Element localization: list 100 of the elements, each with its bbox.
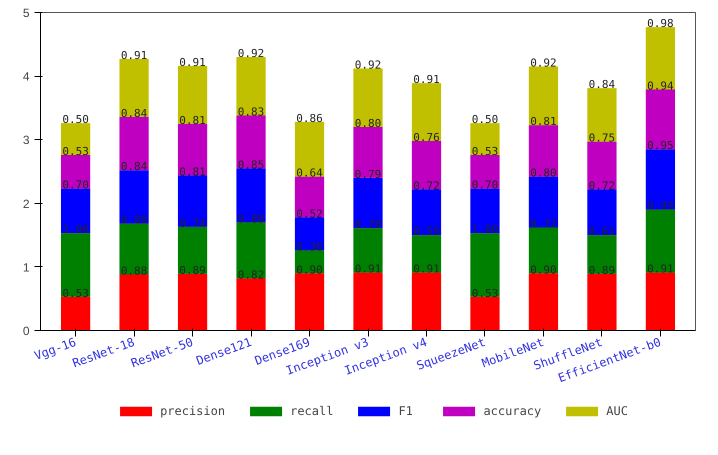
data-label: 0.53 xyxy=(62,144,89,158)
legend-label: AUC xyxy=(606,404,628,418)
data-label: 0.91 xyxy=(354,262,382,276)
data-label: 0.64 xyxy=(296,166,324,180)
bar xyxy=(412,140,442,190)
bar xyxy=(178,226,208,274)
data-label: 0.91 xyxy=(413,262,440,276)
data-label: 0.80 xyxy=(120,214,148,227)
legend-label: accuracy xyxy=(483,404,542,418)
data-label: 0.84 xyxy=(120,160,148,174)
data-label: 0.76 xyxy=(413,130,440,144)
data-label: 0.84 xyxy=(588,78,616,92)
data-label: 0.82 xyxy=(238,268,264,282)
bar xyxy=(412,272,442,330)
bar xyxy=(353,272,383,330)
data-label: 0.70 xyxy=(472,178,498,192)
data-label: 0.70 xyxy=(62,178,89,192)
bar xyxy=(587,189,617,236)
bar xyxy=(587,88,617,142)
data-label: 0.94 xyxy=(647,79,674,92)
bar xyxy=(60,233,90,297)
y-tick-label: 1 xyxy=(22,260,30,274)
data-label: 0.92 xyxy=(354,58,382,72)
data-label: 0.91 xyxy=(120,48,148,62)
bar xyxy=(412,189,442,236)
data-label: 0.89 xyxy=(588,264,616,277)
data-label: 0.81 xyxy=(179,114,206,127)
legend-label: F1 xyxy=(398,404,414,418)
data-label: 0.88 xyxy=(238,212,264,226)
bar xyxy=(236,116,266,168)
bar xyxy=(587,235,617,274)
bar xyxy=(178,66,208,124)
bar xyxy=(119,116,149,170)
bar xyxy=(646,27,676,90)
bar xyxy=(178,175,208,227)
bar xyxy=(60,154,90,189)
bar xyxy=(646,89,676,150)
bar xyxy=(236,57,266,116)
y-tick-label: 2 xyxy=(22,196,30,211)
bar xyxy=(178,274,208,330)
data-label: 0.75 xyxy=(588,132,616,145)
data-label: 0.52 xyxy=(296,207,323,220)
bar xyxy=(119,274,149,330)
data-label: 0.92 xyxy=(238,47,264,60)
bar xyxy=(470,123,500,155)
bar xyxy=(528,227,558,274)
bar xyxy=(470,233,500,297)
data-label: 0.89 xyxy=(179,264,206,277)
bar xyxy=(528,125,558,177)
y-tick-label: 3 xyxy=(22,133,30,148)
bar xyxy=(470,154,500,189)
bar xyxy=(353,126,383,178)
data-label: 0.85 xyxy=(238,158,264,172)
data-label: 0.50 xyxy=(472,113,498,126)
legend-label: recall xyxy=(290,404,334,418)
bar xyxy=(236,168,266,222)
data-label: 0.53 xyxy=(472,286,498,300)
data-label: 0.91 xyxy=(413,73,440,86)
bar xyxy=(646,272,676,330)
bar xyxy=(119,224,149,275)
bar xyxy=(587,274,617,330)
data-label: 0.50 xyxy=(62,113,89,126)
bar xyxy=(353,228,383,273)
data-label: 0.91 xyxy=(647,262,674,276)
data-label: 0.83 xyxy=(238,106,264,119)
data-label: 0.59 xyxy=(413,225,440,238)
y-tick-label: 0 xyxy=(22,324,30,338)
y-tick-label: 5 xyxy=(22,6,30,20)
data-label: 0.72 xyxy=(530,217,557,230)
data-label: 0.81 xyxy=(179,165,206,178)
bar xyxy=(646,149,676,210)
data-label: 0.53 xyxy=(472,144,498,158)
bar xyxy=(470,296,500,330)
data-label: 0.61 xyxy=(588,225,616,238)
data-label: 0.80 xyxy=(354,116,382,130)
bar xyxy=(353,178,383,228)
data-label: 0.99 xyxy=(647,200,674,213)
bar xyxy=(412,235,442,273)
bar xyxy=(236,278,266,330)
data-label: 0.84 xyxy=(120,106,148,120)
data-label: 0.70 xyxy=(354,218,382,232)
data-label: 0.79 xyxy=(354,168,382,181)
bar xyxy=(60,188,90,234)
bar xyxy=(470,188,500,234)
data-label: 0.81 xyxy=(530,115,557,128)
data-label: 0.92 xyxy=(530,56,557,70)
data-label: 0.36 xyxy=(296,240,323,254)
bar xyxy=(412,83,442,141)
bar xyxy=(60,123,90,155)
bar xyxy=(528,66,558,126)
data-label: 0.95 xyxy=(647,139,674,152)
data-label: 0.90 xyxy=(530,263,557,276)
bar xyxy=(119,170,149,224)
data-label: 0.86 xyxy=(296,112,323,125)
data-label: 0.72 xyxy=(588,179,616,192)
bar xyxy=(528,273,558,330)
bar xyxy=(528,176,558,228)
legend-label: precision xyxy=(160,404,226,418)
data-label: 1.00 xyxy=(62,223,89,236)
bar xyxy=(294,176,324,218)
